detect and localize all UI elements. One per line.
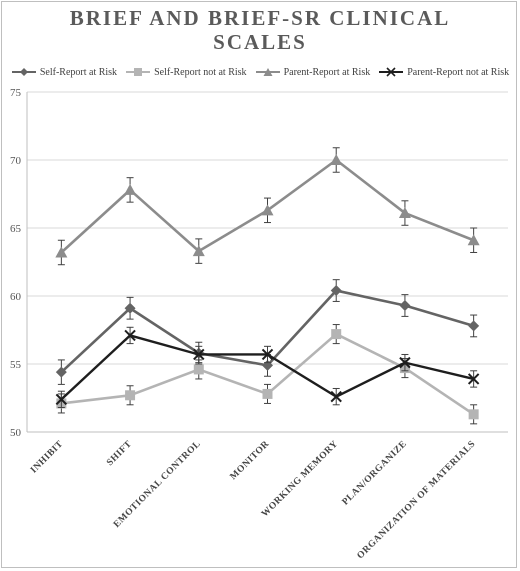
- data-point-self-report-not-at-risk-2: [193, 364, 204, 375]
- legend-label-parent-report-not-at-risk: Parent-Report not at Risk: [407, 66, 510, 78]
- legend-swatch-x-icon: [379, 67, 404, 77]
- data-point-self-report-at-risk-0: [55, 366, 67, 378]
- x-tick-label-plan-organize: PLAN/ORGANIZE: [341, 439, 409, 507]
- chart-title-line-2: SCALES: [213, 30, 307, 54]
- chart-title: BRIEF AND BRIEF-SR CLINICAL SCALES: [0, 6, 520, 54]
- legend-item-self-report-not-at-risk: Self-Report not at Risk: [125, 67, 247, 78]
- data-point-parent-report-at-risk-5: [398, 207, 411, 219]
- data-point-self-report-at-risk-6: [468, 320, 480, 332]
- x-tick-label-inhibit: INHIBIT: [29, 439, 66, 476]
- y-tick-label-70: 70: [10, 155, 22, 167]
- legend-swatch-diamond-icon: [11, 68, 36, 76]
- y-tick-label-50: 50: [10, 427, 22, 439]
- data-point-self-report-not-at-risk-6: [468, 409, 479, 420]
- y-tick-label-65: 65: [10, 223, 22, 235]
- data-point-parent-report-not-at-risk-4: [330, 390, 342, 403]
- data-point-parent-report-not-at-risk-5: [399, 356, 411, 369]
- y-tick-label-55: 55: [10, 359, 22, 371]
- chart-title-line-1: BRIEF AND BRIEF-SR CLINICAL: [69, 6, 451, 30]
- x-tick-label-shift: SHIFT: [105, 439, 134, 468]
- data-point-self-report-not-at-risk-3: [262, 388, 273, 399]
- legend-item-self-report-at-risk: Self-Report at Risk: [11, 67, 117, 78]
- data-point-parent-report-at-risk-2: [192, 245, 205, 257]
- x-tick-label-monitor: MONITOR: [229, 439, 272, 482]
- x-tick-label-organization-of-materials: ORGANIZATION OF MATERIALS: [356, 439, 478, 561]
- data-point-parent-report-not-at-risk-6: [467, 373, 480, 385]
- legend-swatch-triangle-icon: [255, 68, 280, 76]
- legend-item-parent-report-not-at-risk: Parent-Report not at Risk: [378, 67, 509, 78]
- data-point-parent-report-at-risk-3: [261, 204, 274, 216]
- x-tick-label-working-memory: WORKING MEMORY: [260, 439, 340, 519]
- data-point-parent-report-not-at-risk-3: [261, 348, 274, 361]
- legend-item-parent-report-at-risk: Parent-Report at Risk: [255, 66, 371, 78]
- chart-legend: Self-Report at Risk Self-Report not at R…: [0, 64, 520, 80]
- y-tick-label-75: 75: [10, 87, 22, 99]
- data-point-self-report-at-risk-5: [399, 300, 411, 312]
- y-tick-label-60: 60: [10, 291, 22, 303]
- data-point-parent-report-at-risk-6: [467, 234, 480, 246]
- data-point-parent-report-at-risk-0: [55, 246, 68, 258]
- data-point-parent-report-not-at-risk-2: [193, 348, 205, 361]
- data-point-parent-report-not-at-risk-1: [124, 329, 136, 342]
- data-point-self-report-not-at-risk-1: [125, 390, 136, 401]
- data-point-parent-report-at-risk-1: [124, 183, 137, 195]
- data-point-self-report-not-at-risk-4: [331, 329, 342, 340]
- legend-label-self-report-at-risk: Self-Report at Risk: [39, 66, 118, 78]
- legend-label-parent-report-at-risk: Parent-Report at Risk: [283, 66, 371, 78]
- data-point-parent-report-at-risk-4: [330, 154, 343, 165]
- legend-label-self-report-not-at-risk: Self-Report not at Risk: [154, 66, 247, 78]
- legend-swatch-square-icon: [126, 68, 151, 76]
- data-point-parent-report-not-at-risk-0: [55, 393, 68, 406]
- data-point-self-report-at-risk-1: [124, 302, 136, 314]
- data-point-self-report-at-risk-4: [330, 285, 342, 297]
